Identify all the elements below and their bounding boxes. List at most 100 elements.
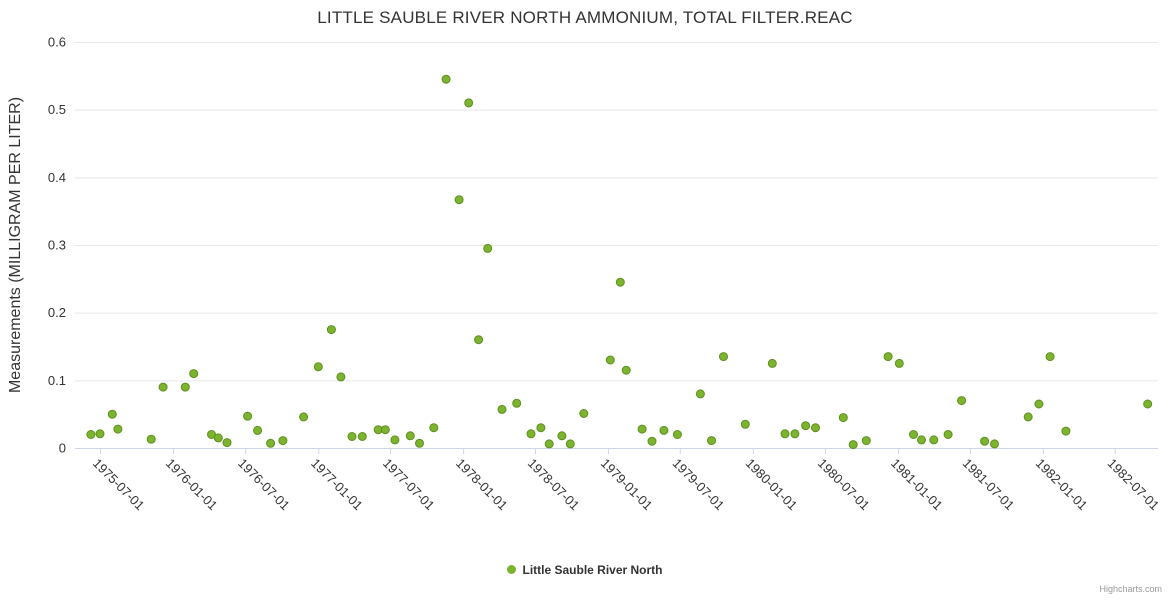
data-point[interactable] xyxy=(1143,399,1153,409)
data-point[interactable] xyxy=(405,431,415,441)
data-point[interactable] xyxy=(1023,412,1033,422)
data-point[interactable] xyxy=(278,436,288,446)
data-point[interactable] xyxy=(474,335,484,345)
data-point[interactable] xyxy=(980,436,990,446)
data-point[interactable] xyxy=(929,435,939,445)
data-point[interactable] xyxy=(637,424,647,434)
y-tick-label: 0.4 xyxy=(48,170,66,185)
data-point[interactable] xyxy=(347,432,357,441)
data-point[interactable] xyxy=(512,398,522,408)
x-tick-label: 1981-07-01 xyxy=(960,456,1018,514)
legend-label: Little Sauble River North xyxy=(522,562,663,577)
data-point[interactable] xyxy=(767,358,777,368)
data-point[interactable] xyxy=(811,423,820,433)
data-point[interactable] xyxy=(189,369,199,379)
data-point[interactable] xyxy=(107,409,117,419)
data-point[interactable] xyxy=(113,424,123,434)
data-point[interactable] xyxy=(943,430,953,439)
data-point[interactable] xyxy=(415,438,424,448)
data-point[interactable] xyxy=(429,423,439,433)
data-point[interactable] xyxy=(497,404,507,414)
x-tick-label: 1977-01-01 xyxy=(308,456,366,514)
data-point[interactable] xyxy=(483,243,493,253)
data-point[interactable] xyxy=(526,429,536,439)
x-tick-label: 1976-01-01 xyxy=(163,456,221,514)
data-point[interactable] xyxy=(647,436,657,446)
data-point[interactable] xyxy=(790,429,800,439)
y-tick-label: 0.2 xyxy=(48,305,66,320)
x-tick-label: 1976-07-01 xyxy=(235,456,293,514)
data-point[interactable] xyxy=(1045,352,1055,362)
data-point[interactable] xyxy=(615,277,625,287)
legend-item[interactable]: Little Sauble River North xyxy=(507,562,663,577)
data-point[interactable] xyxy=(909,430,918,439)
data-point[interactable] xyxy=(894,358,904,368)
data-point[interactable] xyxy=(838,413,848,423)
data-point[interactable] xyxy=(557,431,567,441)
data-point[interactable] xyxy=(390,435,400,445)
y-tick-label: 0.6 xyxy=(48,35,66,50)
legend: Little Sauble River North xyxy=(0,561,1170,579)
y-tick-label: 0.5 xyxy=(48,102,66,117)
x-tick-label: 1978-01-01 xyxy=(453,456,511,514)
data-point[interactable] xyxy=(380,425,390,435)
data-point[interactable] xyxy=(659,425,669,435)
x-tick-label: 1978-07-01 xyxy=(525,456,583,514)
x-tick-label: 1979-01-01 xyxy=(598,456,656,514)
data-point[interactable] xyxy=(464,98,474,108)
highcharts-credit[interactable]: Highcharts.com xyxy=(1099,584,1162,594)
data-point[interactable] xyxy=(222,438,232,448)
data-point[interactable] xyxy=(243,411,253,421)
data-point[interactable] xyxy=(957,396,967,406)
data-point[interactable] xyxy=(801,421,811,431)
x-tick-label: 1977-07-01 xyxy=(380,456,438,514)
data-point[interactable] xyxy=(707,436,716,446)
y-tick-label: 0 xyxy=(59,441,66,456)
data-point[interactable] xyxy=(266,438,276,448)
chart-title: LITTLE SAUBLE RIVER NORTH AMMONIUM, TOTA… xyxy=(317,8,853,27)
data-point[interactable] xyxy=(544,439,554,449)
data-point[interactable] xyxy=(740,419,750,429)
data-point[interactable] xyxy=(780,429,790,439)
data-point[interactable] xyxy=(313,362,323,372)
data-point[interactable] xyxy=(861,436,871,446)
data-point[interactable] xyxy=(357,432,367,441)
data-point[interactable] xyxy=(695,389,705,399)
data-point[interactable] xyxy=(536,423,546,433)
data-point[interactable] xyxy=(1034,399,1044,409)
y-axis-title: Measurements (MILLIGRAM PER LITER) xyxy=(7,97,24,393)
data-point[interactable] xyxy=(565,439,575,449)
x-tick-label: 1979-07-01 xyxy=(670,456,728,514)
x-tick-label: 1980-01-01 xyxy=(743,456,801,514)
data-point[interactable] xyxy=(213,433,223,443)
data-point[interactable] xyxy=(336,372,346,382)
data-point[interactable] xyxy=(579,409,589,418)
data-point[interactable] xyxy=(180,382,190,392)
data-point[interactable] xyxy=(454,195,464,205)
data-point[interactable] xyxy=(883,352,893,362)
data-point[interactable] xyxy=(917,435,926,445)
data-point[interactable] xyxy=(253,425,263,435)
data-point[interactable] xyxy=(621,365,631,375)
data-point[interactable] xyxy=(86,430,96,439)
data-point[interactable] xyxy=(146,434,156,444)
data-point[interactable] xyxy=(719,352,728,362)
data-point[interactable] xyxy=(605,355,615,365)
x-tick-label: 1975-07-01 xyxy=(90,456,148,514)
data-point[interactable] xyxy=(848,440,858,450)
data-point[interactable] xyxy=(158,382,168,392)
data-point[interactable] xyxy=(299,412,309,422)
y-tick-label: 0.1 xyxy=(48,373,66,388)
data-point[interactable] xyxy=(95,429,105,439)
x-tick-label: 1982-01-01 xyxy=(1033,456,1091,514)
data-point[interactable] xyxy=(1061,426,1071,436)
y-tick-label: 0.3 xyxy=(48,238,66,253)
x-tick-label: 1981-01-01 xyxy=(888,456,946,514)
x-tick-label: 1980-07-01 xyxy=(815,456,873,514)
data-point[interactable] xyxy=(441,74,451,84)
data-point[interactable] xyxy=(990,439,999,449)
data-point[interactable] xyxy=(672,430,682,439)
data-point[interactable] xyxy=(326,325,336,335)
